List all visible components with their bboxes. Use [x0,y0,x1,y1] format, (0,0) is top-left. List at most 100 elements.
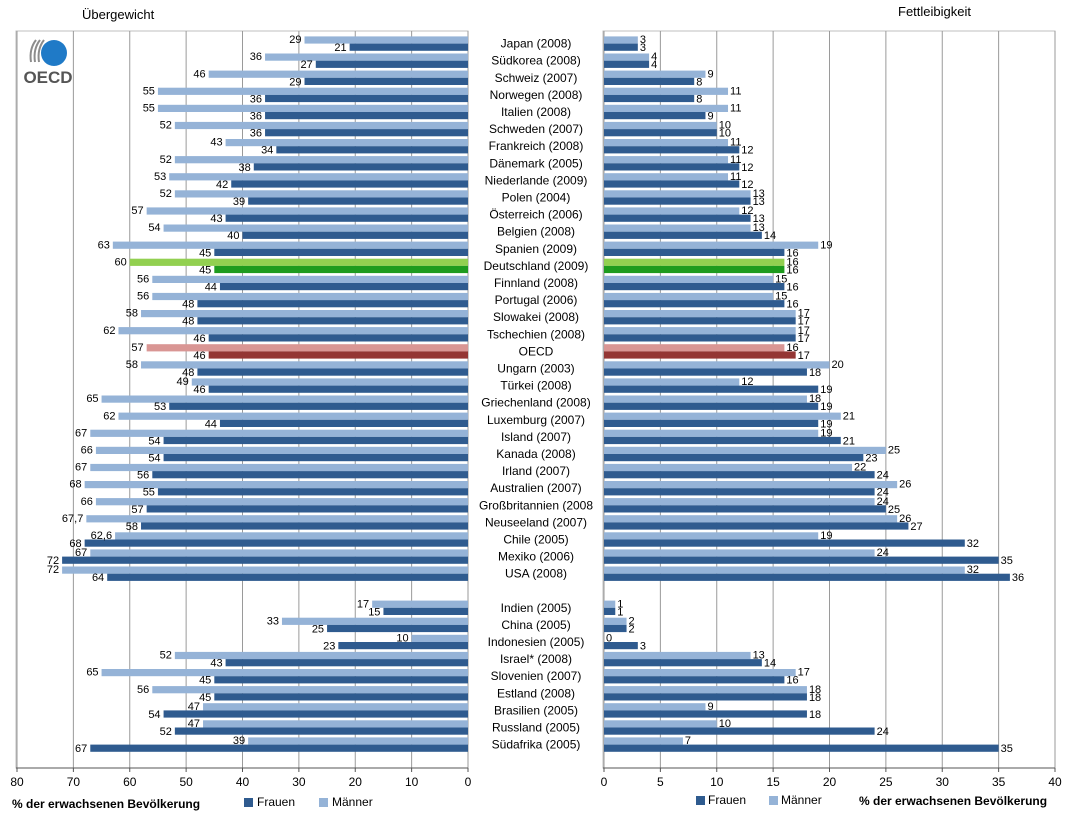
bar-overweight-maenner [191,378,468,386]
value-labels-overweight: 29 21 36 27 46 29 55 36 55 36 52 36 43 34 52 38 53 42 52 39… [47,34,409,755]
data-label-overweight-maenner: 58 [126,308,138,320]
oecd-logo: OECD [23,39,73,87]
data-label-obesity-frauen: 2 [629,623,635,635]
data-label-overweight-frauen: 42 [216,179,228,191]
bar-obesity-maenner [604,292,774,301]
bar-overweight-maenner [95,498,469,506]
bar-overweight-frauen [276,146,468,154]
data-label-obesity-frauen: 17 [798,350,810,362]
bar-obesity-maenner [604,121,717,130]
category-label: Deutschland (2009) [484,259,589,273]
data-label-obesity-frauen: 16 [786,282,798,294]
bar-overweight-frauen [248,197,468,205]
bar-overweight-maenner [169,173,468,181]
data-label-obesity-maenner: 13 [753,188,765,200]
legend-swatch-frauen [244,798,253,807]
bar-obesity-frauen [604,334,796,342]
category-label: Ungarn (2003) [497,362,574,376]
bar-overweight-frauen [208,385,469,393]
category-label: Tschechien (2008) [487,327,585,341]
bar-obesity-frauen [604,676,785,684]
data-label-obesity-frauen: 16 [786,247,798,259]
category-label: Südafrika (2005) [492,738,581,752]
bar-overweight-maenner [129,258,468,266]
bar-obesity-frauen [604,129,717,137]
bar-obesity-maenner [604,600,616,608]
data-label-overweight-maenner: 60 [115,256,127,268]
data-label-obesity-frauen: 13 [753,196,765,208]
bar-obesity-frauen [604,744,999,752]
data-label-overweight-frauen: 43 [210,213,222,225]
data-label-obesity-frauen: 19 [820,384,832,396]
bar-overweight-frauen [349,43,468,51]
data-label-overweight-frauen: 23 [323,641,335,653]
category-label: Schweden (2007) [489,122,583,136]
data-label-obesity-maenner: 26 [899,479,911,491]
bar-obesity-frauen [604,488,875,496]
x-tick-label: 0 [465,775,472,789]
bar-obesity-maenner [604,498,875,506]
data-label-obesity-maenner: 4 [651,51,657,63]
title-overweight: Übergewicht [82,7,155,22]
data-label-overweight-frauen: 64 [92,572,104,584]
bar-overweight-frauen [208,334,469,342]
x-tick-label: 20 [349,775,363,789]
bar-obesity-maenner [604,720,717,728]
data-label-obesity-maenner: 3 [640,34,646,46]
bar-obesity-maenner [604,651,751,660]
bar-obesity-frauen [604,146,740,154]
legend-swatch-maenner [319,798,328,807]
data-label-obesity-frauen: 12 [741,145,753,157]
bar-obesity-maenner [604,207,740,215]
bar-obesity-maenner [604,617,627,625]
data-label-overweight-frauen: 38 [239,162,251,174]
data-label-overweight-frauen: 45 [199,247,211,259]
data-label-obesity-frauen: 35 [1001,555,1013,567]
bar-obesity-frauen [604,505,886,513]
bar-obesity-maenner [604,310,796,318]
data-label-overweight-frauen: 54 [148,435,160,447]
data-label-overweight-frauen: 25 [312,623,324,635]
data-label-overweight-frauen: 36 [250,111,262,123]
bar-obesity-maenner [604,344,785,352]
bar-obesity-frauen [604,471,875,479]
bar-obesity-frauen [604,642,638,650]
data-label-obesity-frauen: 23 [865,453,877,465]
data-label-obesity-maenner: 2 [629,615,635,627]
data-label-overweight-frauen: 39 [233,196,245,208]
x-tick-label: 5 [657,775,664,789]
data-label-overweight-frauen: 48 [182,316,194,328]
legend-swatch-frauen [696,796,705,805]
bar-obesity-maenner [604,463,853,472]
data-label-overweight-maenner: 63 [98,239,110,251]
data-label-obesity-frauen: 12 [741,179,753,191]
bar-obesity-maenner [604,258,785,266]
bar-overweight-maenner [372,600,468,608]
bar-overweight-frauen [242,231,468,239]
data-label-overweight-maenner: 68 [69,479,81,491]
data-label-overweight-frauen: 34 [261,145,273,157]
data-label-overweight-maenner: 46 [193,68,205,80]
data-label-overweight-maenner: 36 [250,51,262,63]
bar-obesity-frauen [604,419,819,427]
data-label-overweight-frauen: 40 [227,230,239,242]
category-label: Russland (2005) [492,721,580,735]
bar-obesity-frauen [604,197,751,205]
data-label-obesity-frauen: 16 [786,264,798,276]
bar-overweight-frauen [231,180,468,188]
category-label: Israel* (2008) [500,652,572,666]
bar-obesity-frauen [604,60,650,68]
bar-overweight-frauen [169,402,468,410]
data-label-overweight-maenner: 55 [143,85,155,97]
category-label: Indonesien (2005) [488,635,585,649]
data-label-obesity-maenner: 12 [741,205,753,217]
data-label-obesity-maenner: 11 [730,103,741,115]
bar-overweight-frauen [338,642,468,650]
bar-overweight-maenner [146,207,468,215]
bar-obesity-maenner [604,515,898,523]
data-label-overweight-maenner: 67,7 [62,513,83,525]
data-label-obesity-frauen: 19 [820,418,832,430]
data-label-overweight-maenner: 39 [233,735,245,747]
data-label-overweight-frauen: 27 [301,59,313,71]
bar-overweight-frauen [327,624,468,633]
